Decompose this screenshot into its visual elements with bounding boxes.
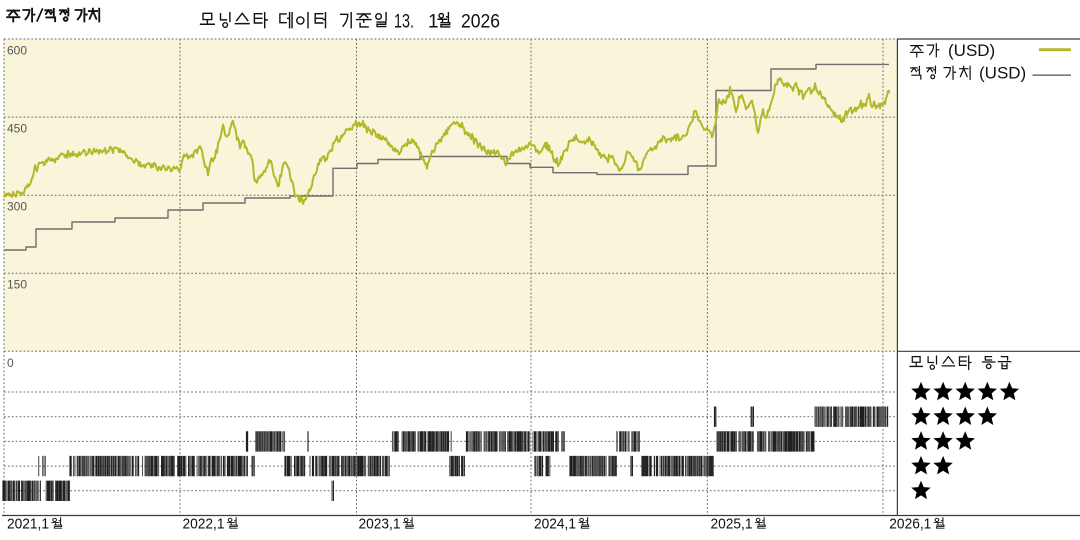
svg-text:13.: 13. [394, 11, 414, 32]
svg-text:2024,1: 2024,1 [534, 515, 576, 532]
svg-text:150: 150 [7, 278, 27, 292]
svg-text:2026: 2026 [461, 11, 500, 32]
svg-text:0: 0 [7, 356, 14, 370]
svg-text:450: 450 [7, 122, 27, 136]
svg-text:2026,1: 2026,1 [889, 515, 931, 532]
svg-text:1: 1 [428, 11, 439, 32]
svg-text:600: 600 [7, 44, 27, 58]
svg-text:2025,1: 2025,1 [711, 515, 753, 532]
svg-text:300: 300 [7, 200, 27, 214]
svg-text:2021,1: 2021,1 [7, 515, 49, 532]
svg-text:2022,1: 2022,1 [183, 515, 225, 532]
svg-text:(USD): (USD) [979, 64, 1026, 83]
svg-text:2023,1: 2023,1 [359, 515, 401, 532]
svg-text:(USD): (USD) [948, 41, 995, 60]
